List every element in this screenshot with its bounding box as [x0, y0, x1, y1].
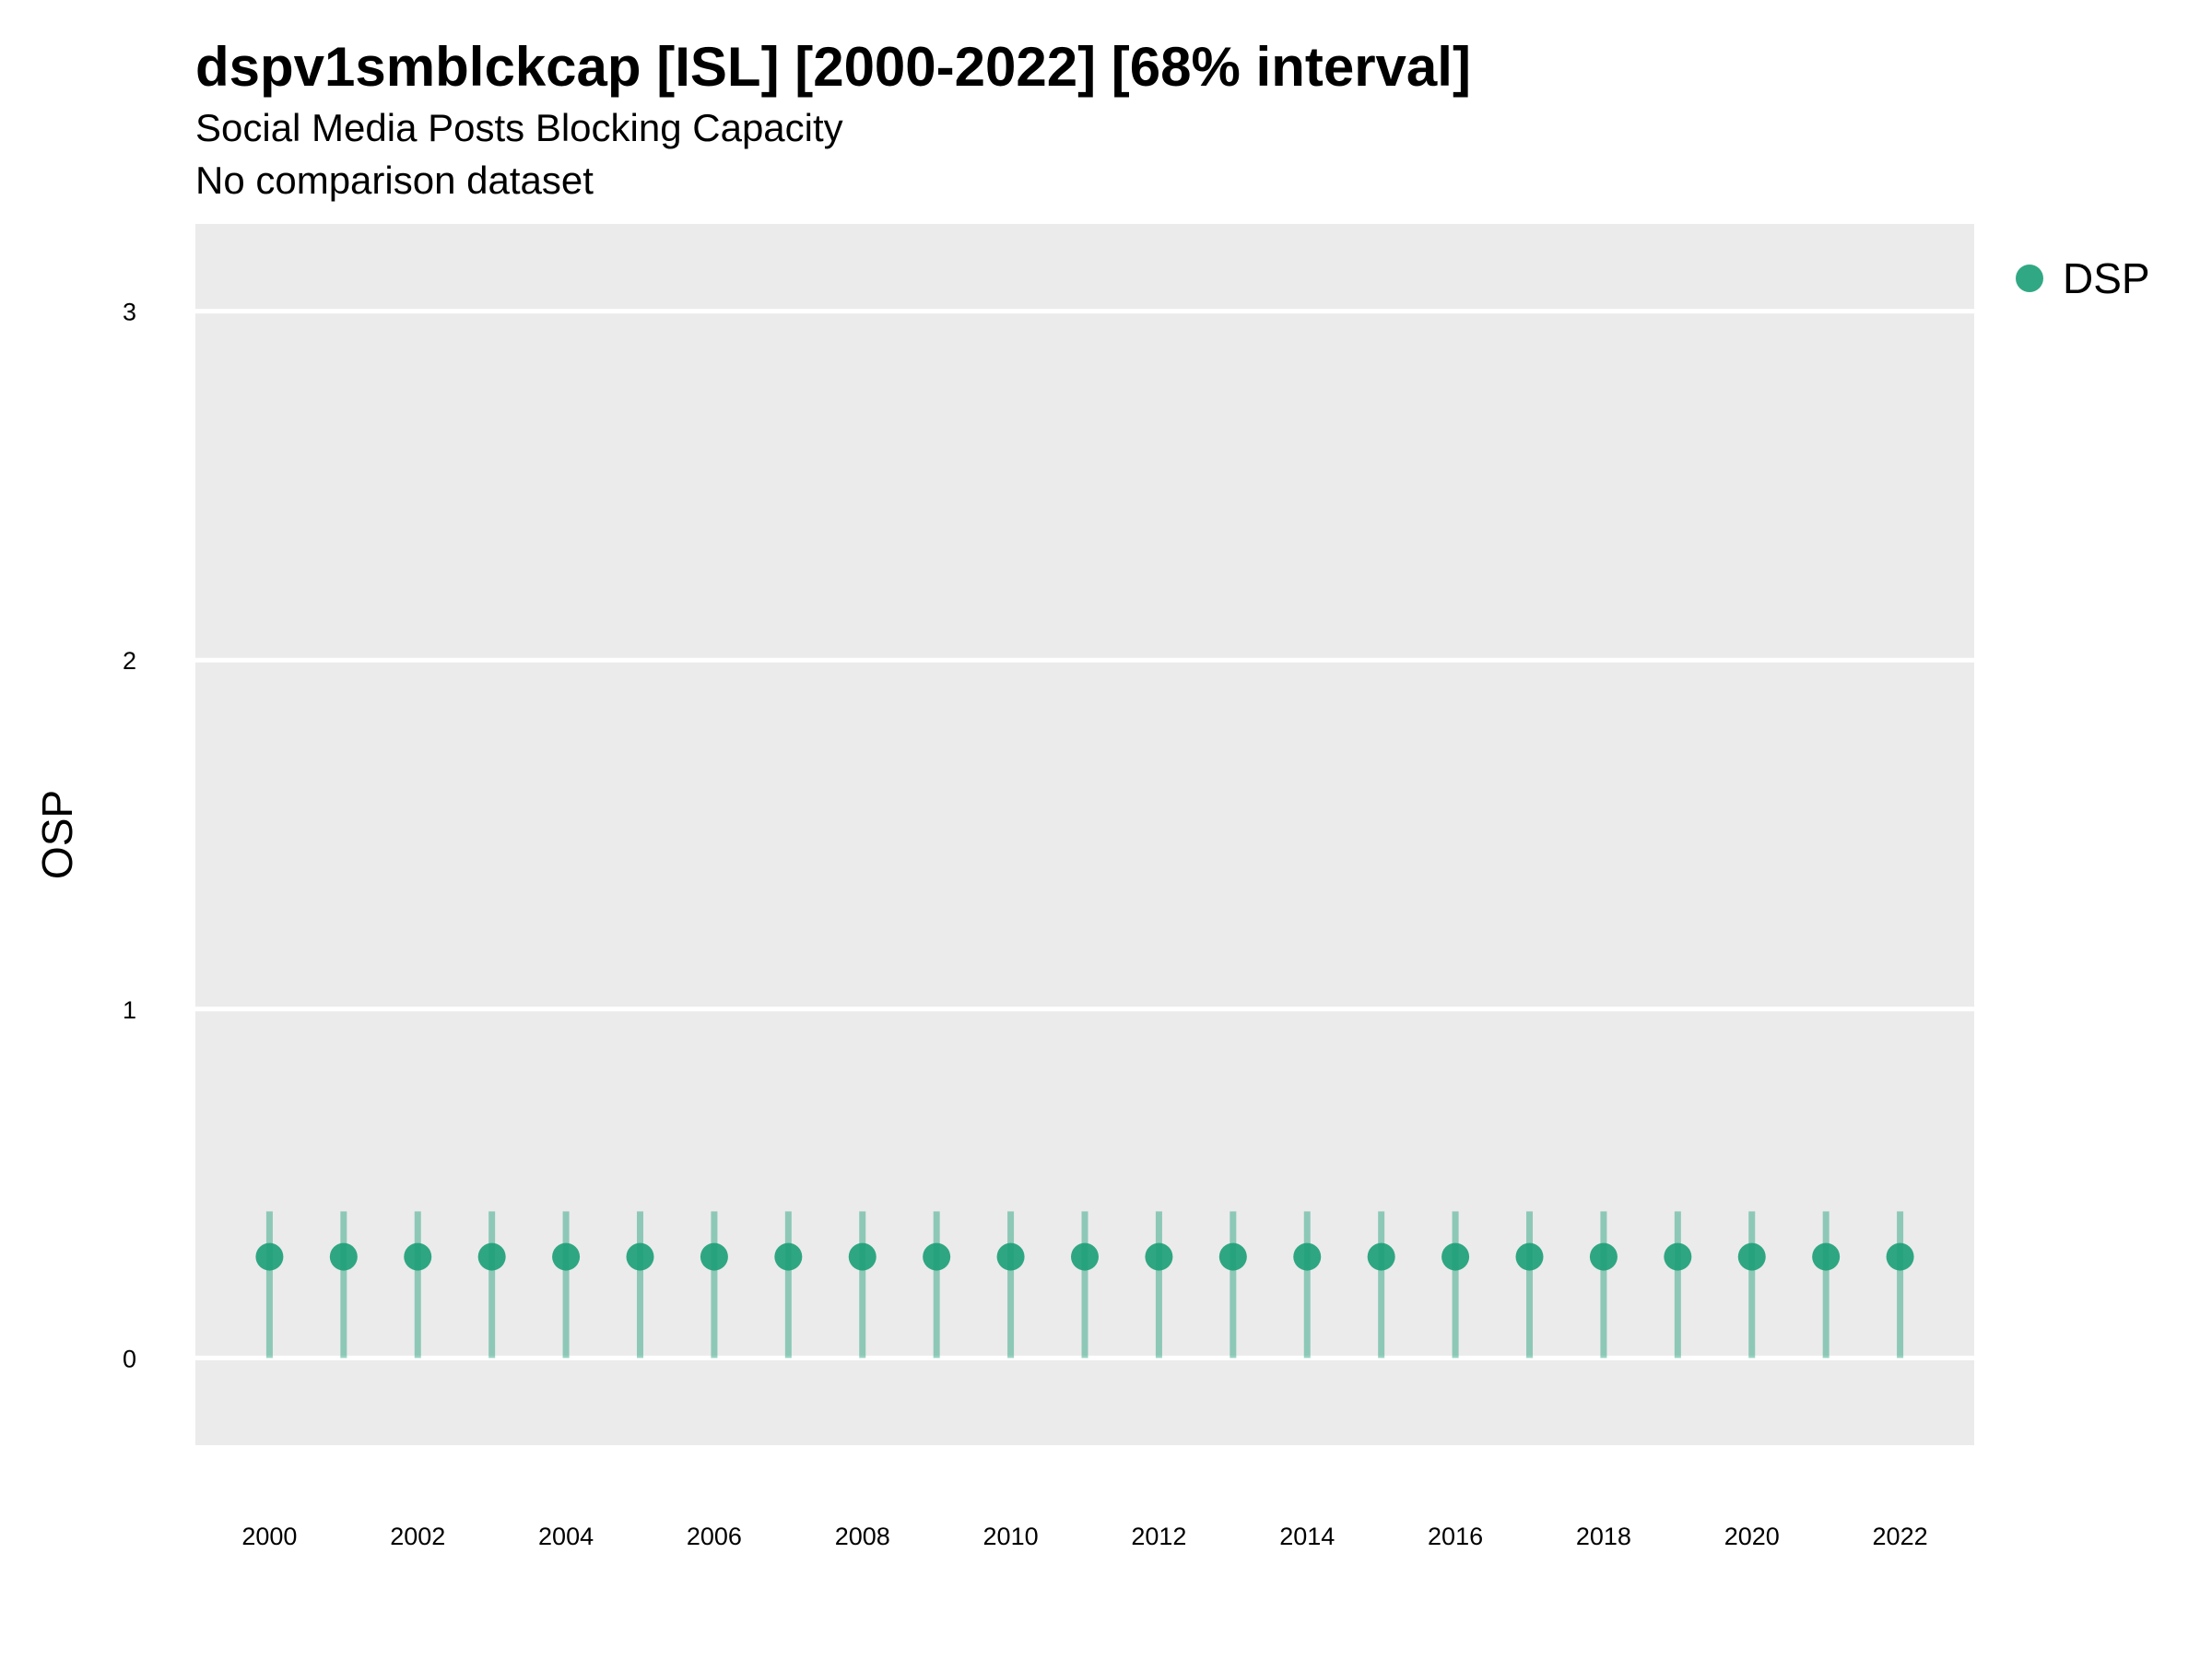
data-point-2008	[848, 1242, 877, 1271]
y-tick-label-0: 0	[123, 1345, 136, 1372]
x-tick-label-2008: 2008	[835, 1523, 890, 1550]
data-point-2017	[1515, 1242, 1544, 1271]
y-axis: 0 1 2 3	[123, 299, 136, 1373]
series-dsp	[255, 1211, 1914, 1359]
y-tick-label-1: 1	[123, 996, 136, 1024]
data-point-2005	[626, 1242, 654, 1271]
plot-panel	[195, 224, 1974, 1445]
x-axis: 2000 2002 2004 2006 2008 2010 2012 2014 2016 2018…	[241, 1523, 1927, 1550]
x-tick-label-2002: 2002	[390, 1523, 445, 1550]
data-point-2022	[1886, 1242, 1914, 1271]
legend: DSP	[2016, 254, 2150, 302]
x-tick-label-2004: 2004	[538, 1523, 594, 1550]
chart-title: dspv1smblckcap [ISL] [2000-2022] [68% in…	[195, 36, 1471, 98]
legend-swatch-dsp	[2016, 265, 2043, 292]
x-tick-label-2006: 2006	[687, 1523, 742, 1550]
data-point-2003	[477, 1242, 506, 1271]
data-point-2009	[923, 1242, 951, 1271]
data-point-2021	[1812, 1242, 1841, 1271]
grid-lines	[195, 309, 1974, 1360]
data-point-2011	[1071, 1242, 1099, 1271]
data-point-2001	[329, 1242, 358, 1271]
x-tick-label-2020: 2020	[1724, 1523, 1780, 1550]
x-tick-label-2012: 2012	[1131, 1523, 1186, 1550]
data-point-2016	[1441, 1242, 1470, 1271]
x-tick-label-2010: 2010	[983, 1523, 1039, 1550]
data-point-2002	[404, 1242, 432, 1271]
x-tick-label-2016: 2016	[1428, 1523, 1483, 1550]
data-point-2006	[700, 1242, 728, 1271]
data-point-2019	[1664, 1242, 1692, 1271]
data-point-2013	[1218, 1242, 1247, 1271]
data-point-2020	[1737, 1242, 1766, 1271]
x-tick-label-2018: 2018	[1576, 1523, 1631, 1550]
data-point-2007	[774, 1242, 803, 1271]
data-point-2012	[1145, 1242, 1173, 1271]
data-point-2014	[1293, 1242, 1322, 1271]
x-tick-label-2022: 2022	[1873, 1523, 1928, 1550]
y-tick-label-2: 2	[123, 647, 136, 675]
data-point-2015	[1367, 1242, 1395, 1271]
data-point-2004	[552, 1242, 581, 1271]
chart-caption: No comparison dataset	[195, 159, 594, 202]
data-point-2000	[255, 1242, 284, 1271]
chart-subtitle: Social Media Posts Blocking Capacity	[195, 106, 843, 149]
x-tick-label-2014: 2014	[1279, 1523, 1335, 1550]
data-point-2018	[1589, 1242, 1618, 1271]
data-point-2010	[996, 1242, 1025, 1271]
y-axis-label: OSP	[33, 790, 81, 879]
y-tick-label-3: 3	[123, 299, 136, 326]
legend-label-dsp: DSP	[2063, 254, 2150, 302]
x-tick-label-2000: 2000	[241, 1523, 297, 1550]
